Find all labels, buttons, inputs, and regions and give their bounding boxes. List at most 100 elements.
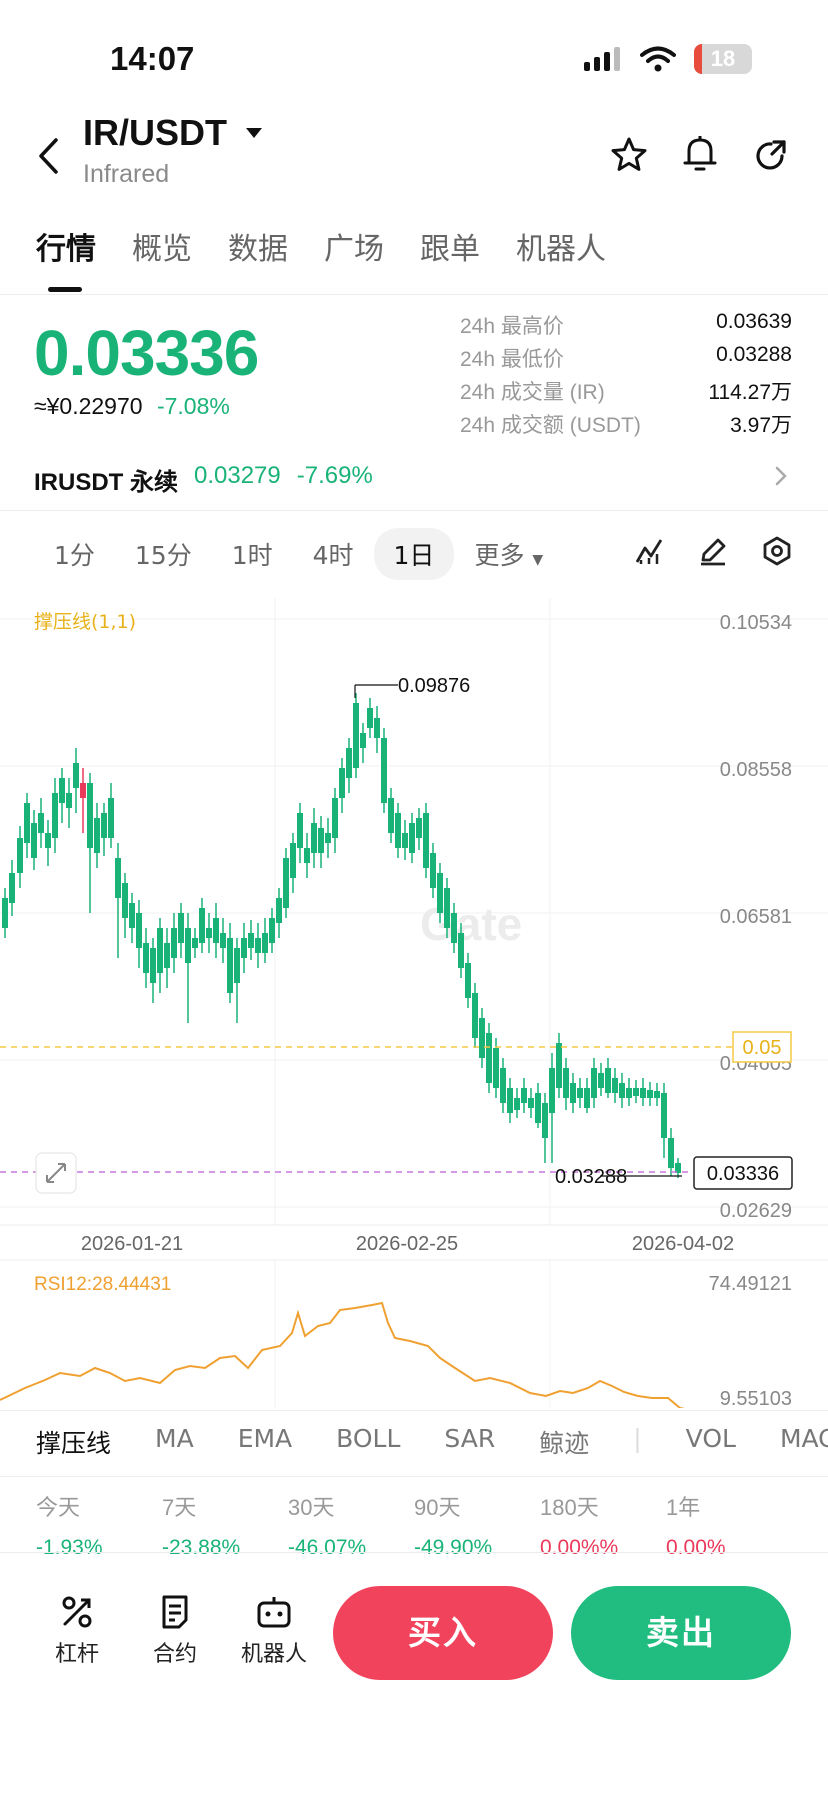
perf-180d: 180天 0.00%% xyxy=(540,1495,619,1559)
candle-body xyxy=(255,938,261,953)
stat-low: 24h 最低价 0.03288 xyxy=(460,343,792,371)
tab-copytrade[interactable]: 跟单 xyxy=(420,232,480,267)
chevron-right-icon[interactable] xyxy=(774,465,788,487)
candle-body xyxy=(521,1088,527,1103)
candle-body xyxy=(17,838,23,873)
candle-body xyxy=(150,948,156,983)
y-tick: 0.08558 xyxy=(720,759,792,781)
back-arrow-icon[interactable] xyxy=(36,136,60,176)
pair-subtitle: Infrared xyxy=(83,160,170,188)
pair-title: IR/USDT xyxy=(83,112,227,153)
candle-body xyxy=(297,813,303,848)
sell-button[interactable]: 卖出 xyxy=(571,1586,791,1680)
ticker-stats: 24h 最高价 0.03639 24h 最低价 0.03288 24h 成交量 (I… xyxy=(460,310,792,442)
rsi-label: RSI12:28.44431 xyxy=(34,1274,171,1295)
candle-body xyxy=(360,733,366,748)
candle-body xyxy=(395,813,401,848)
indicator-tabs: 撑压线 MA EMA BOLL SAR 鲸迹 | VOL MACD xyxy=(36,1424,828,1460)
chart-grid xyxy=(0,598,828,1225)
price-sub: ≈¥0.22970 -7.08% xyxy=(34,393,230,420)
indicator-tab[interactable]: MACD xyxy=(779,1424,828,1453)
timeframe-4h[interactable]: 4时 xyxy=(312,541,354,570)
indicator-icon[interactable] xyxy=(634,536,664,566)
candle-body xyxy=(542,1103,548,1138)
chart-tools xyxy=(634,536,792,566)
candle-body xyxy=(248,933,254,948)
perf-90d: 90天 -49.90% xyxy=(414,1495,493,1559)
perf-7d: 7天 -23.88% xyxy=(162,1495,241,1559)
candle-body xyxy=(227,938,233,993)
indicator-tab[interactable]: MA xyxy=(155,1424,194,1453)
indicator-tab[interactable]: SAR xyxy=(444,1424,496,1453)
candle-body xyxy=(234,948,240,983)
candle-body xyxy=(549,1068,555,1113)
x-tick: 2026-02-25 xyxy=(356,1233,458,1255)
tab-square[interactable]: 广场 xyxy=(324,232,384,267)
buy-button[interactable]: 买入 xyxy=(333,1586,553,1680)
support-tag xyxy=(732,1031,792,1063)
tab-bot[interactable]: 机器人 xyxy=(516,232,606,267)
candle-body xyxy=(381,738,387,803)
pair-selector[interactable]: IR/USDT xyxy=(83,112,263,154)
rsi-min: 9.55103 xyxy=(720,1388,792,1408)
candle-body xyxy=(528,1098,534,1108)
share-icon[interactable] xyxy=(752,136,790,174)
tab-overview[interactable]: 概览 xyxy=(132,232,192,267)
candle-body xyxy=(598,1073,604,1088)
candle-body xyxy=(269,918,275,943)
candle-body xyxy=(479,1018,485,1058)
candle-body xyxy=(661,1093,667,1138)
separator: | xyxy=(633,1424,642,1453)
stat-high: 24h 最高价 0.03639 xyxy=(460,310,792,338)
candle-body xyxy=(535,1093,541,1123)
expand-icon[interactable] xyxy=(35,1152,77,1194)
perp-change: -7.69% xyxy=(296,462,373,489)
timeframe-1h[interactable]: 1时 xyxy=(231,541,273,570)
contract-button[interactable]: 合约 xyxy=(130,1594,220,1668)
candle-body xyxy=(164,943,170,968)
price-chart[interactable]: Gate 撑压线(1,1) 0.10534 0.08558 0.06581 0.… xyxy=(0,598,828,1408)
candle-body xyxy=(185,928,191,963)
candle-body xyxy=(318,828,324,853)
timeframe-more[interactable]: 更多 ▼ xyxy=(474,541,544,570)
bot-button[interactable]: 机器人 xyxy=(229,1594,319,1668)
bell-icon[interactable] xyxy=(682,134,718,174)
signal-icon xyxy=(584,47,620,71)
candle-body xyxy=(192,938,198,948)
candle-body xyxy=(675,1163,681,1173)
perp-link[interactable]: IRUSDT 永续 0.03279 -7.69% xyxy=(34,462,373,497)
leverage-button[interactable]: 杠杆 xyxy=(32,1594,122,1668)
x-tick: 2026-01-21 xyxy=(81,1233,183,1255)
candle-body xyxy=(416,818,422,838)
perf-30d: 30天 -46.07% xyxy=(288,1495,367,1559)
candle-body xyxy=(458,933,464,968)
settings-hex-icon[interactable] xyxy=(762,536,792,566)
stat-volume: 24h 成交量 (IR) 114.27万 xyxy=(460,381,792,404)
timeframe-15m[interactable]: 15分 xyxy=(134,541,192,570)
candle-body xyxy=(556,1043,562,1088)
last-price: 0.03336 xyxy=(34,317,259,389)
divider xyxy=(0,1476,828,1477)
candle-body xyxy=(402,833,408,848)
indicator-tab[interactable]: 鲸迹 xyxy=(539,1429,590,1458)
indicator-tab[interactable]: BOLL xyxy=(336,1424,401,1453)
indicator-tab[interactable]: EMA xyxy=(237,1424,293,1453)
price-change: -7.08% xyxy=(156,393,230,419)
indicator-tab[interactable]: VOL xyxy=(685,1424,736,1453)
y-tick: 0.10534 xyxy=(720,612,792,634)
indicator-tab[interactable]: 撑压线 xyxy=(36,1429,112,1458)
candle-body xyxy=(73,763,79,788)
tab-data[interactable]: 数据 xyxy=(228,232,288,267)
star-icon[interactable] xyxy=(610,136,648,174)
candle-body xyxy=(115,858,121,898)
candle-body xyxy=(171,928,177,958)
draw-pencil-icon[interactable] xyxy=(698,536,728,566)
timeframe-1d[interactable]: 1日 xyxy=(373,528,455,580)
candle-body xyxy=(241,938,247,958)
candle-body xyxy=(136,913,142,948)
high-label: 0.09876 xyxy=(398,675,470,697)
timeframe-1m[interactable]: 1分 xyxy=(54,541,95,570)
tab-market[interactable]: 行情 xyxy=(36,232,96,267)
candle-body xyxy=(465,963,471,998)
candle-body xyxy=(108,798,114,838)
